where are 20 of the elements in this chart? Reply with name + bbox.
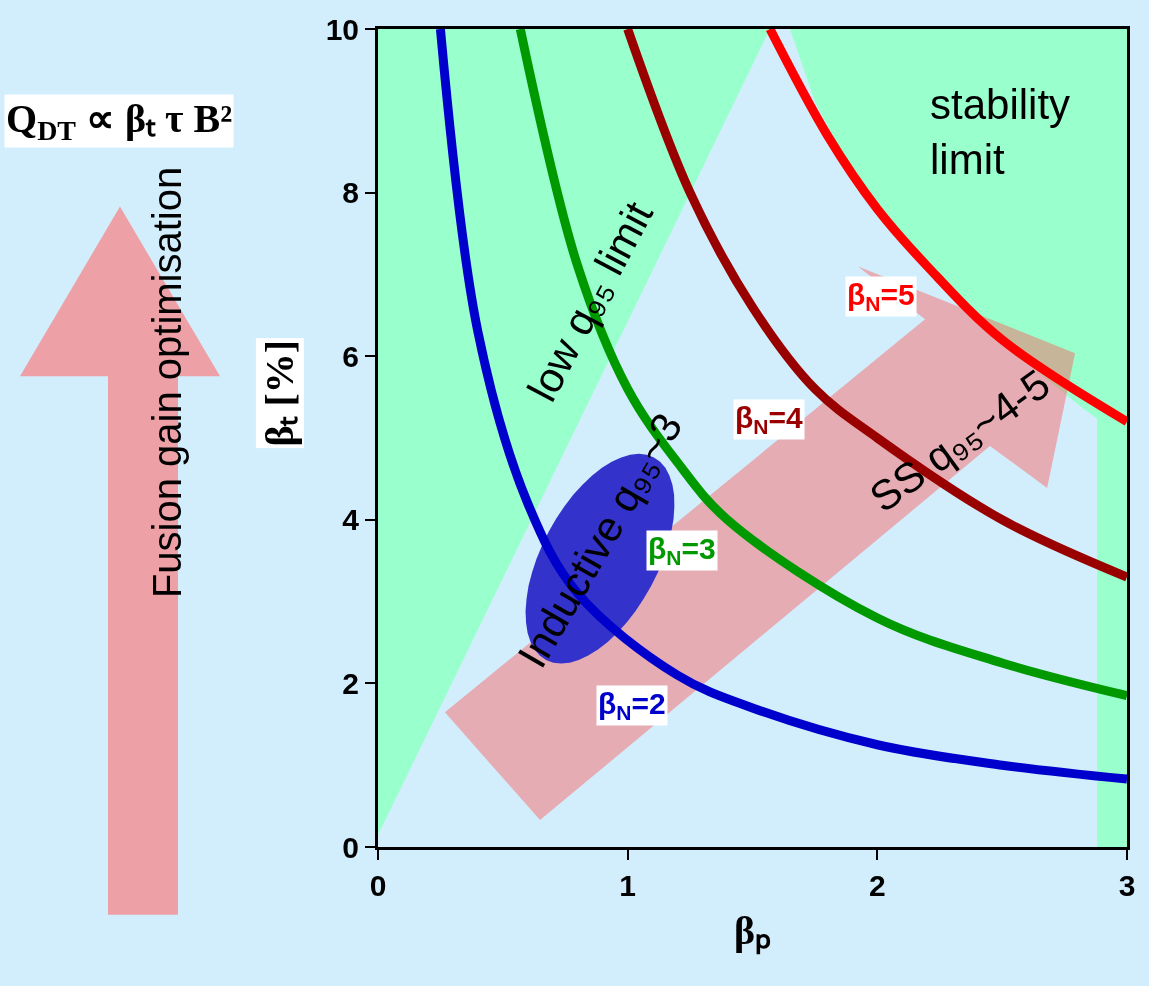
series-label: β$_{N}$=5 [847,278,915,316]
series-label: β$_{N}$=2 [598,687,666,725]
annotation: low q₉₅ limit [518,193,663,409]
y-axis-title: βₜ [%] [257,339,303,447]
series-label: β$_{N}$=3 [648,532,716,570]
x-tick-label: 0 [369,869,387,902]
y-tick-label: 4 [342,503,360,537]
y-tick-label: 8 [342,176,359,210]
text: Fusion gain optimisation [144,166,189,599]
y-tick-label: 10 [325,12,359,46]
series-label: β$_{N}$=4 [735,401,803,439]
annotation: stability limit [930,81,1071,183]
x-axis-title: βₚ [733,907,772,955]
x-tick-label: 1 [619,869,637,902]
y-tick-label: 2 [342,666,359,700]
x-tick-label: 2 [868,869,886,902]
x-tick-label: 3 [1118,869,1136,902]
y-tick-label: 6 [342,339,359,373]
y-tick-label: 0 [342,830,359,864]
text: Q$_{DT}$ ∝ βₜ τ B² [6,96,233,147]
